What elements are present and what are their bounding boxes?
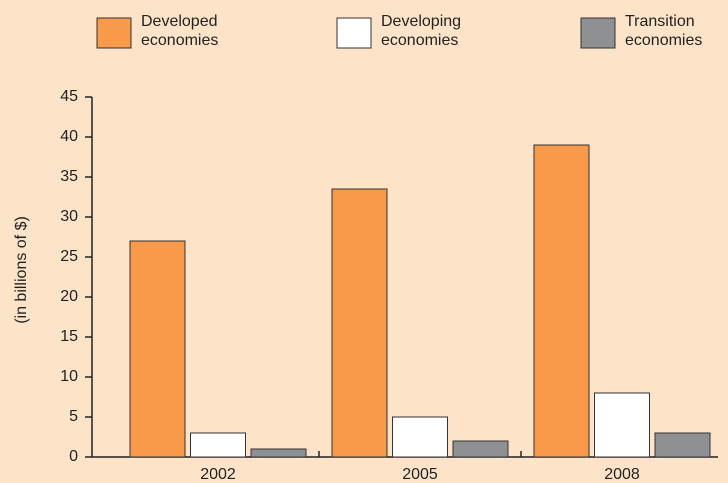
y-tick-label: 0 — [69, 448, 78, 465]
y-tick-label: 5 — [69, 408, 78, 425]
bar — [654, 432, 711, 458]
y-tick-label: 40 — [60, 128, 78, 145]
bar — [331, 188, 388, 458]
x-tick-label: 2005 — [402, 466, 438, 483]
legend-label: Transition economies — [625, 13, 703, 49]
bar — [190, 432, 246, 458]
y-tick-label: 35 — [60, 168, 78, 185]
legend-label: Developing economies — [381, 13, 462, 49]
legend-swatch — [96, 17, 132, 49]
legend-swatch — [580, 17, 616, 49]
y-tick-label: 15 — [60, 328, 78, 345]
legend-swatch — [336, 17, 372, 49]
y-tick-label: 25 — [60, 248, 78, 265]
legend-label: Developed economies — [141, 13, 219, 49]
y-tick-label: 45 — [60, 88, 78, 105]
y-axis-label: (in billions of $) — [13, 216, 30, 324]
x-tick-label: 2008 — [604, 466, 640, 483]
y-tick-label: 20 — [60, 288, 78, 305]
y-tick-label: 30 — [60, 208, 78, 225]
y-tick-label: 10 — [60, 368, 78, 385]
bar — [452, 440, 509, 458]
bar — [392, 416, 448, 458]
bar — [250, 448, 307, 458]
bar — [594, 392, 650, 458]
bar — [533, 144, 590, 458]
bar — [129, 240, 186, 458]
x-tick-label: 2002 — [200, 466, 236, 483]
